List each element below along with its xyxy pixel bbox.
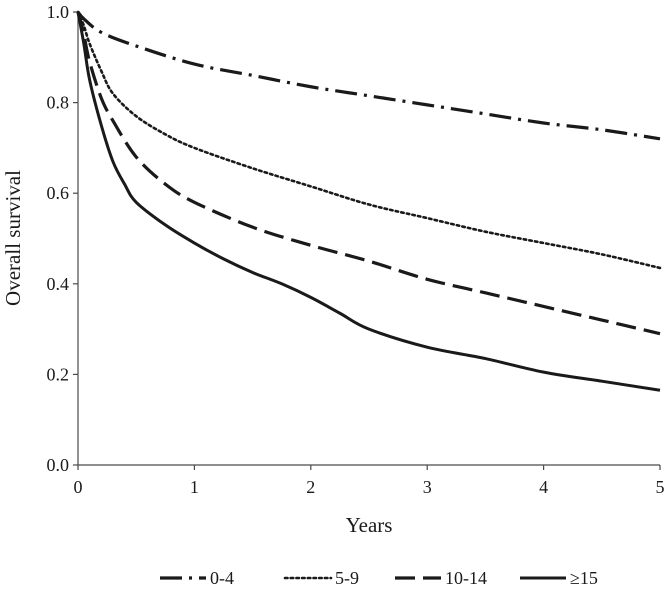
y-tick-label: 0.2 xyxy=(47,364,70,384)
series-line-4 xyxy=(76,11,661,392)
legend-label-3: 10-14 xyxy=(445,568,487,588)
y-tick-label: 0.0 xyxy=(47,455,70,475)
x-tick-label: 1 xyxy=(190,477,199,497)
series-line-2 xyxy=(76,10,662,270)
x-tick-label: 2 xyxy=(306,477,315,497)
y-axis-ticks: 0.0 0.2 0.4 0.6 0.8 1.0 xyxy=(47,2,78,475)
y-tick-label: 1.0 xyxy=(47,2,70,22)
x-axis-ticks: 0 1 2 3 4 5 xyxy=(74,465,665,497)
series-lines xyxy=(76,10,662,392)
x-tick-label: 5 xyxy=(656,477,665,497)
legend-label-4: ≥15 xyxy=(570,568,598,588)
plot-axes xyxy=(77,12,660,466)
legend-label-2: 5-9 xyxy=(335,568,359,588)
x-tick-label: 4 xyxy=(539,477,548,497)
x-tick-label: 0 xyxy=(74,477,83,497)
x-axis-label: Years xyxy=(346,513,393,537)
series-line-1 xyxy=(76,10,661,141)
x-tick-label: 3 xyxy=(423,477,432,497)
y-tick-label: 0.6 xyxy=(47,183,70,203)
series-line-3 xyxy=(76,11,661,336)
y-tick-label: 0.8 xyxy=(47,93,70,113)
y-axis-label: Overall survival xyxy=(1,170,25,306)
legend-label-1: 0-4 xyxy=(210,568,234,588)
legend: 0-4 5-9 10-14 ≥15 xyxy=(160,568,598,588)
y-tick-label: 0.4 xyxy=(47,274,70,294)
